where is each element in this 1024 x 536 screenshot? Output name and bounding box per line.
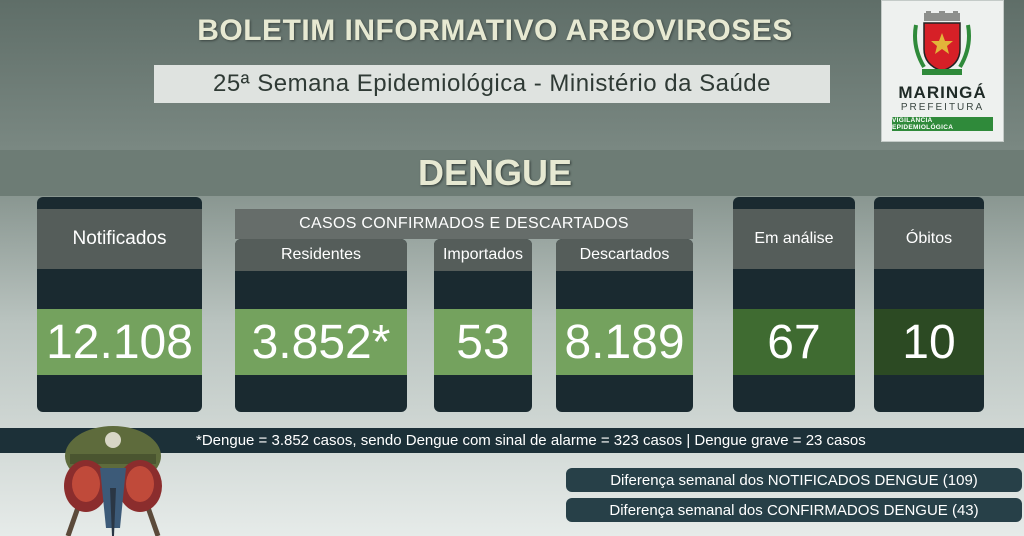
- weekly-diff-notified: Diferença semanal dos NOTIFICADOS DENGUE…: [566, 468, 1022, 492]
- footnote-band: [0, 428, 1024, 453]
- card-importados: Importados 53: [434, 239, 532, 412]
- card-obitos-value: 10: [874, 309, 984, 375]
- card-em-analise-value: 67: [733, 309, 855, 375]
- card-residentes-header: Residentes: [235, 239, 407, 271]
- card-importados-header: Importados: [434, 239, 532, 271]
- logo-department-bar: VIGILÂNCIA EPIDEMIOLÓGICA: [892, 117, 993, 131]
- logo-name: MARINGÁ: [898, 83, 987, 102]
- card-obitos-label: Óbitos: [905, 230, 953, 247]
- card-em-analise-header: Em análise: [733, 209, 855, 269]
- card-descartados-value: 8.189: [556, 309, 693, 375]
- card-importados-label: Importados: [442, 246, 524, 263]
- weekly-diff-confirmed: Diferença semanal dos CONFIRMADOS DENGUE…: [566, 498, 1022, 522]
- city-logo: MARINGÁ PREFEITURA VIGILÂNCIA EPIDEMIOLÓ…: [881, 0, 1004, 142]
- card-em-analise: Em análise 67: [733, 197, 855, 412]
- card-em-analise-label: Em análise: [754, 230, 834, 247]
- card-obitos-header: Óbitos: [874, 209, 984, 269]
- coat-of-arms-icon: [913, 11, 971, 75]
- card-residentes: Residentes 3.852*: [235, 239, 407, 412]
- weekly-diff-confirmed-label: Diferença semanal dos CONFIRMADOS DENGUE…: [609, 501, 979, 519]
- card-notificados-label: Notificados: [72, 228, 167, 249]
- logo-subtitle: PREFEITURA: [900, 102, 985, 113]
- card-notificados: Notificados 12.108: [37, 197, 202, 412]
- card-importados-value: 53: [434, 309, 532, 375]
- card-descartados: Descartados 8.189: [556, 239, 693, 412]
- subtitle-box: 25ª Semana Epidemiológica - Ministério d…: [154, 65, 830, 103]
- section-title: DENGUE: [417, 152, 573, 193]
- card-descartados-label: Descartados: [579, 246, 670, 263]
- card-residentes-label: Residentes: [280, 246, 362, 263]
- card-residentes-value: 3.852*: [235, 309, 407, 375]
- bulletin-subtitle: 25ª Semana Epidemiológica - Ministério d…: [212, 70, 771, 97]
- bulletin-title: BOLETIM INFORMATIVO ARBOVIROSES: [197, 14, 793, 47]
- logo-department-label: VIGILÂNCIA EPIDEMIOLÓGICA: [892, 117, 954, 131]
- card-notificados-value: 12.108: [37, 309, 202, 375]
- footnote-text: *Dengue = 3.852 casos, sendo Dengue com …: [196, 432, 866, 449]
- card-obitos: Óbitos 10: [874, 197, 984, 412]
- card-descartados-header: Descartados: [556, 239, 693, 271]
- weekly-diff-notified-label: Diferença semanal dos NOTIFICADOS DENGUE…: [610, 471, 978, 489]
- section-band: [0, 150, 1024, 196]
- confirmed-discarded-group-header: CASOS CONFIRMADOS E DESCARTADOS: [235, 209, 693, 239]
- mosquito-mascot-icon: [64, 426, 162, 536]
- card-notificados-header: Notificados: [37, 209, 202, 269]
